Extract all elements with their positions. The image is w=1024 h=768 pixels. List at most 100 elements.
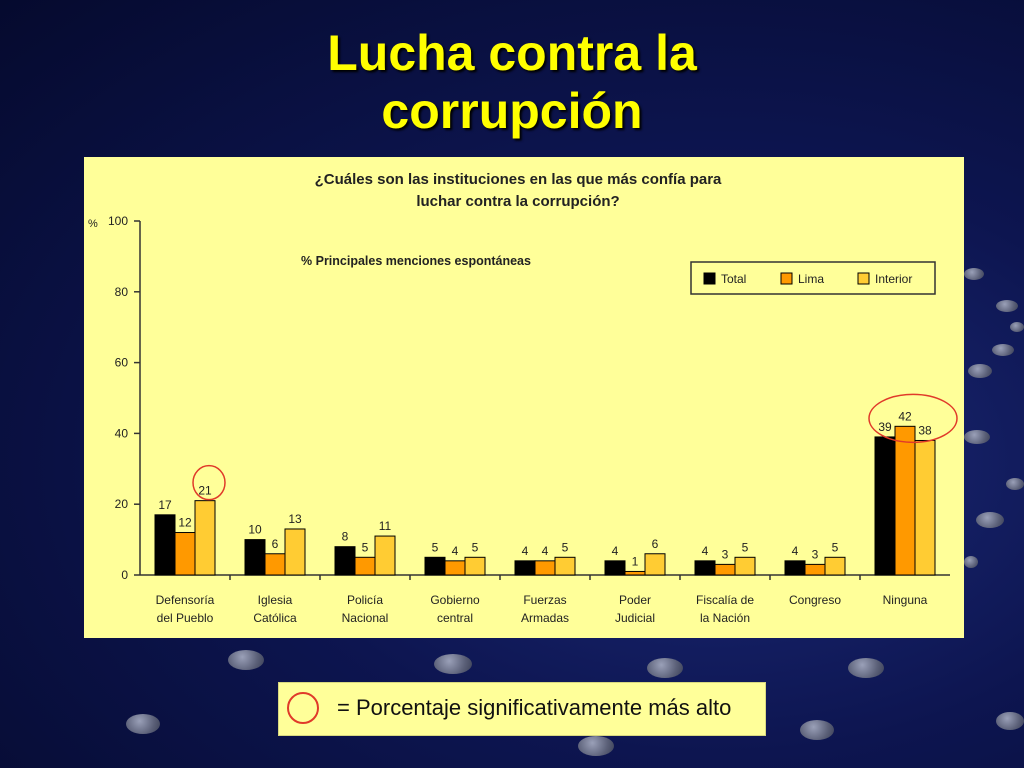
bar-interior <box>194 500 216 576</box>
data-label-interior: 21 <box>198 484 212 498</box>
bar-interior <box>644 553 666 576</box>
bar-lima <box>354 556 376 576</box>
x-category-label: Iglesia <box>258 593 293 607</box>
decor-dot <box>126 714 160 734</box>
bar-lima <box>894 425 916 576</box>
legend: Total Lima Interior <box>690 261 936 295</box>
bar-total <box>514 560 536 576</box>
data-label-total: 39 <box>878 420 892 434</box>
y-tick-label: 60 <box>115 356 129 370</box>
bar-lima <box>444 560 466 576</box>
bar-interior <box>374 535 396 576</box>
bar-lima <box>534 560 556 576</box>
data-label-interior: 11 <box>379 519 392 533</box>
bar-total <box>604 560 626 576</box>
data-label-lima: 12 <box>178 516 192 530</box>
legend-swatch-lima <box>780 272 793 285</box>
bar-interior <box>734 556 756 576</box>
data-label-interior: 5 <box>472 540 479 554</box>
highlight-legend: = Porcentaje significativamente más alto <box>278 682 766 736</box>
data-label-interior: 6 <box>652 537 659 551</box>
bar-interior <box>464 556 486 576</box>
bar-lima <box>624 570 646 576</box>
decor-dot <box>578 736 614 756</box>
data-label-total: 8 <box>342 530 349 544</box>
bar-total <box>784 560 806 576</box>
bar-interior <box>554 556 576 576</box>
x-category-label: Gobierno <box>430 593 480 607</box>
bar-total <box>874 436 896 576</box>
legend-swatch-total <box>703 272 716 285</box>
decor-dot <box>996 300 1018 312</box>
data-label-interior: 5 <box>742 540 749 554</box>
chart-panel: ¿Cuáles son las instituciones en las que… <box>84 157 964 638</box>
decor-dot <box>228 650 264 670</box>
decor-dot <box>1006 478 1024 490</box>
decor-dot <box>848 658 884 678</box>
data-label-interior: 5 <box>562 540 569 554</box>
data-label-interior: 5 <box>832 540 839 554</box>
chart-title-line-2: luchar contra la corrupción? <box>416 193 619 210</box>
data-label-total: 4 <box>522 544 529 558</box>
y-tick-label: 100 <box>108 214 128 228</box>
data-label-lima: 5 <box>362 540 369 554</box>
x-category-label: Congreso <box>789 593 841 607</box>
data-label-lima: 3 <box>722 547 729 561</box>
x-category-label: del Pueblo <box>157 611 214 625</box>
highlight-legend-text: = Porcentaje significativamente más alto <box>337 695 732 720</box>
bar-total <box>154 514 176 576</box>
data-label-lima: 3 <box>812 547 819 561</box>
y-axis: 0 20 40 60 80 100 <box>108 214 141 582</box>
bar-total <box>424 556 446 576</box>
data-label-interior: 38 <box>918 423 932 437</box>
data-label-lima: 42 <box>898 409 912 423</box>
x-category-label: Ninguna <box>883 593 928 607</box>
x-category-label: Policía <box>347 593 383 607</box>
highlight-circle <box>192 464 226 501</box>
decor-dot <box>647 658 683 678</box>
bar-lima <box>264 553 286 576</box>
x-category-label: central <box>437 611 473 625</box>
bar-interior <box>284 528 306 576</box>
decor-dot <box>996 712 1024 730</box>
bar-lima <box>174 532 196 576</box>
decor-dot <box>1010 322 1024 332</box>
decor-dot <box>964 556 978 568</box>
x-category-label: Católica <box>253 611 297 625</box>
highlight-circle <box>868 393 958 444</box>
data-label-lima: 6 <box>272 537 279 551</box>
data-label-total: 17 <box>158 498 172 512</box>
x-category-label: Defensoría <box>156 593 215 607</box>
decor-dot <box>800 720 834 740</box>
bar-interior <box>914 439 936 576</box>
y-tick-label: 80 <box>115 285 129 299</box>
x-category-label: la Nación <box>700 611 750 625</box>
bar-chart: ¿Cuáles son las instituciones en las que… <box>88 171 958 625</box>
x-category-label: Judicial <box>615 611 655 625</box>
bar-interior <box>824 556 846 576</box>
bar-lima <box>804 563 826 576</box>
bar-total <box>244 539 266 576</box>
data-label-lima: 4 <box>542 544 549 558</box>
bar-total <box>694 560 716 576</box>
chart-subtitle: % Principales menciones espontáneas <box>301 254 531 268</box>
x-category-label: Nacional <box>342 611 389 625</box>
legend-label-total: Total <box>721 272 746 286</box>
data-label-total: 4 <box>792 544 799 558</box>
red-circle-icon <box>287 692 319 724</box>
decor-dot <box>964 268 984 280</box>
data-label-lima: 4 <box>452 544 459 558</box>
bar-total <box>334 546 356 576</box>
y-tick-label: 20 <box>115 497 129 511</box>
legend-frame <box>690 261 936 295</box>
slide-title-line-1: Lucha contra la <box>327 25 697 81</box>
y-tick-label: 0 <box>121 568 128 582</box>
legend-swatch-interior <box>857 272 870 285</box>
data-label-total: 10 <box>248 523 262 537</box>
highlight-circles <box>192 393 958 501</box>
data-label-total: 4 <box>702 544 709 558</box>
x-axis: Defensoría del Pueblo Iglesia Católica Polic… <box>140 574 950 625</box>
decor-dot <box>964 430 990 444</box>
data-label-total: 5 <box>432 540 439 554</box>
